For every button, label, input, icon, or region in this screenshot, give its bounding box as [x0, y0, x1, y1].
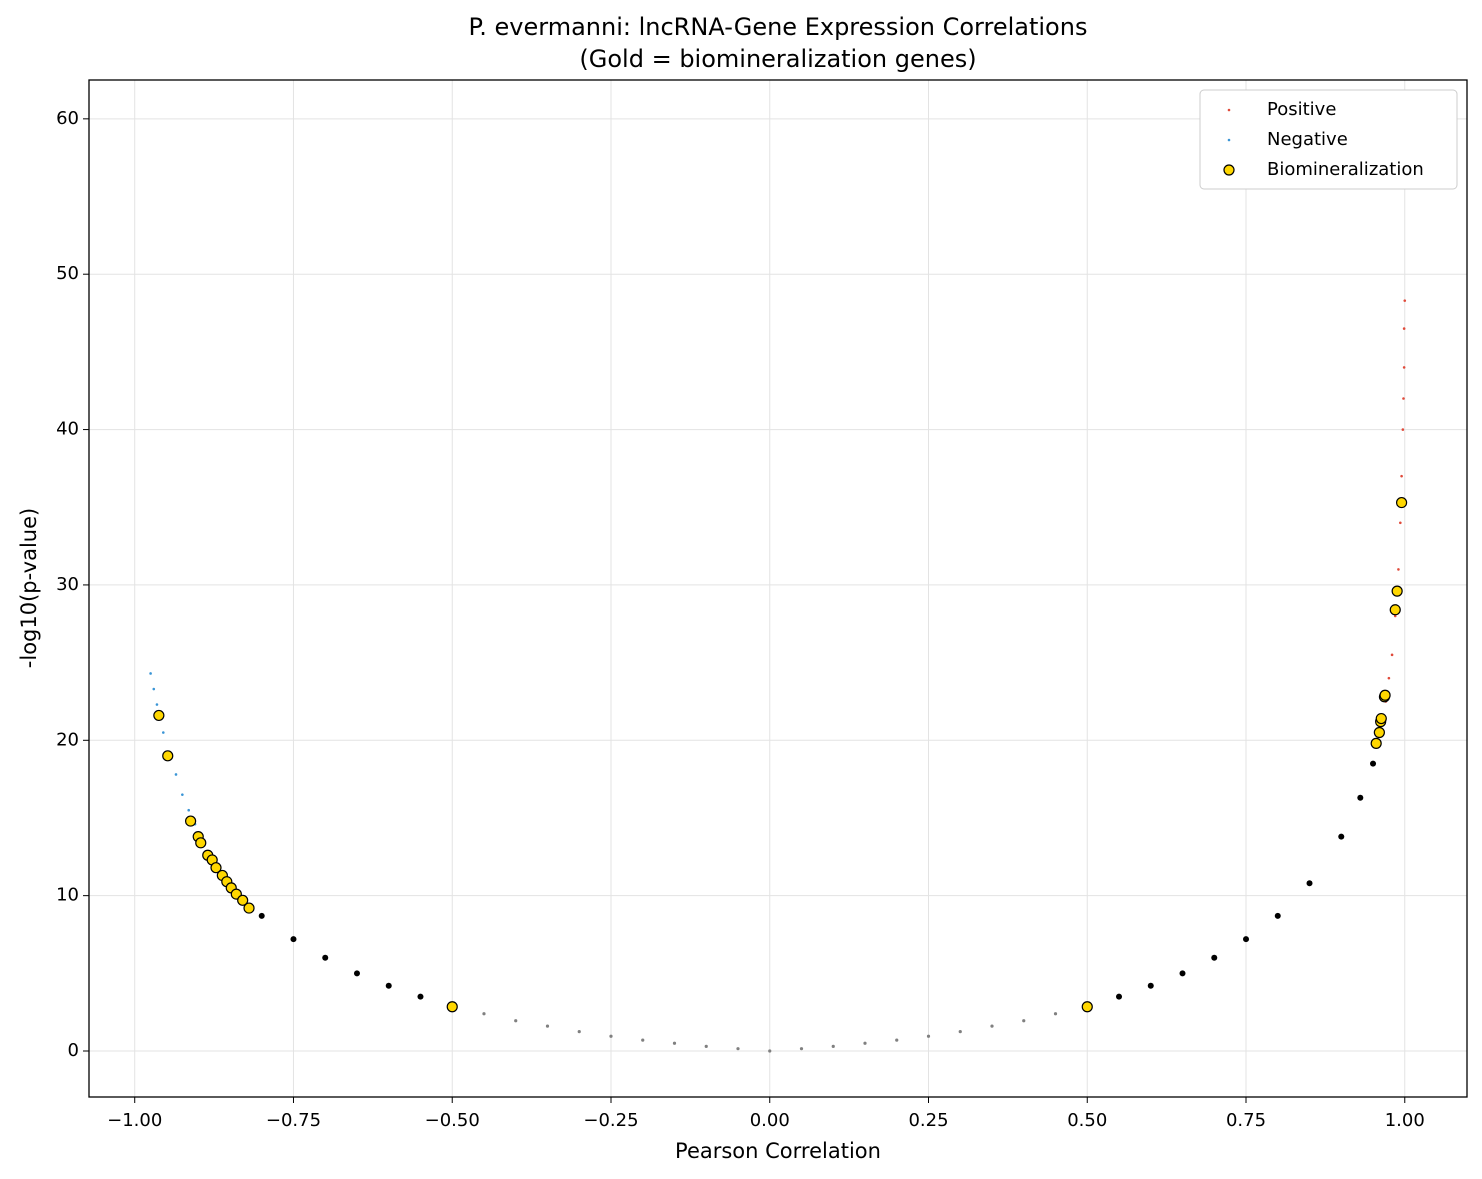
y-tick-label: 30: [56, 574, 79, 595]
point: [863, 1041, 867, 1045]
point: [736, 1047, 740, 1051]
point: [672, 1041, 677, 1045]
point: [353, 970, 360, 977]
x-tick-label: 0.00: [750, 1110, 790, 1131]
x-axis-label: Pearson Correlation: [675, 1139, 881, 1163]
point: [1147, 982, 1154, 989]
point: [210, 862, 222, 874]
legend-marker: [1223, 164, 1235, 176]
point: [704, 1044, 708, 1048]
y-tick-label: 50: [56, 263, 79, 284]
point: [1243, 936, 1250, 943]
chart-subtitle: (Gold = biomineralization genes): [579, 45, 976, 73]
x-tick-label: −0.75: [266, 1110, 321, 1131]
x-tick-label: 0.75: [1226, 1110, 1266, 1131]
point: [153, 709, 165, 722]
point: [258, 912, 265, 919]
point: [181, 793, 184, 796]
point: [1274, 912, 1281, 919]
point: [799, 1047, 804, 1051]
point: [1393, 614, 1397, 618]
point: [1357, 794, 1364, 801]
y-tick-label: 10: [56, 885, 79, 906]
y-tick-label: 40: [56, 419, 79, 440]
point: [1391, 585, 1403, 597]
point: [1402, 397, 1405, 400]
x-tick-label: 0.50: [1067, 1110, 1107, 1131]
plot-frame: [88, 79, 1468, 1098]
point: [768, 1049, 772, 1053]
x-tick-label: −0.25: [583, 1110, 638, 1131]
point: [1370, 760, 1377, 767]
legend-label: Positive: [1267, 99, 1336, 120]
legend-box: [1199, 89, 1458, 190]
point: [958, 1029, 962, 1034]
point: [1397, 568, 1400, 571]
point: [577, 1029, 581, 1034]
point: [1179, 970, 1186, 977]
point: [895, 1038, 899, 1042]
x-tick-label: 0.25: [908, 1110, 948, 1131]
point: [1306, 880, 1313, 887]
point: [926, 1034, 931, 1038]
chart-title: P. evermanni: lncRNA-Gene Expression Cor…: [469, 13, 1088, 41]
point: [1081, 1001, 1093, 1013]
point: [1402, 327, 1406, 330]
point: [322, 954, 329, 961]
point: [385, 982, 392, 989]
point: [1338, 833, 1345, 840]
point: [1373, 726, 1385, 739]
point: [149, 672, 152, 675]
point: [545, 1024, 550, 1028]
point: [185, 815, 197, 827]
point: [152, 687, 156, 691]
point: [1375, 712, 1387, 725]
point: [161, 731, 165, 734]
y-axis-label: -log10(p-value): [17, 508, 41, 668]
y-tick-label: 60: [56, 108, 79, 129]
point: [1387, 676, 1391, 680]
point: [482, 1012, 486, 1016]
point: [641, 1038, 645, 1042]
x-tick-label: 1.00: [1385, 1110, 1425, 1131]
point: [1390, 653, 1394, 657]
point: [1389, 604, 1401, 616]
point: [1395, 496, 1408, 509]
point: [1211, 954, 1218, 961]
point: [187, 808, 190, 812]
point: [243, 902, 255, 914]
point: [1053, 1012, 1058, 1016]
x-tick-label: −0.50: [425, 1110, 480, 1131]
point: [174, 773, 178, 776]
legend-marker: [1227, 108, 1231, 112]
point: [990, 1024, 994, 1028]
point: [1116, 993, 1123, 1000]
point: [514, 1019, 518, 1023]
point: [1022, 1019, 1026, 1023]
point: [446, 1001, 458, 1013]
legend-label: Negative: [1267, 129, 1348, 150]
point: [609, 1034, 613, 1038]
point: [1399, 521, 1402, 525]
point: [1370, 737, 1382, 749]
point: [290, 936, 297, 943]
y-tick-label: 20: [56, 729, 79, 750]
point: [1403, 299, 1407, 302]
point: [237, 894, 249, 906]
x-tick-label: −1.00: [107, 1110, 162, 1131]
legend-label: Biomineralization: [1267, 159, 1424, 180]
point: [831, 1044, 835, 1048]
point: [1379, 689, 1391, 701]
point: [417, 993, 424, 1000]
point: [1402, 366, 1406, 369]
legend-marker: [1227, 138, 1231, 142]
point: [155, 703, 159, 706]
point: [195, 837, 207, 849]
point: [162, 750, 174, 762]
point: [1401, 428, 1405, 431]
point: [1400, 474, 1403, 478]
y-tick-label: 0: [68, 1040, 79, 1061]
